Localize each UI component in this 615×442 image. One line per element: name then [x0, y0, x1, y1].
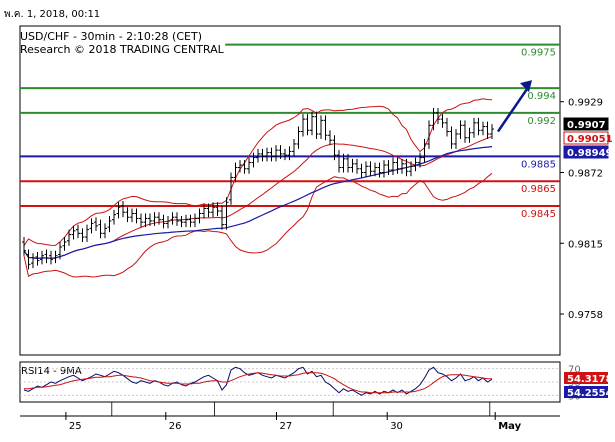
rsi-value-label: 54.3178 [567, 374, 613, 385]
y-tick-label: 0.9758 [568, 310, 603, 321]
header-timestamp: พ.ค. 1, 2018, 00:11 [4, 9, 101, 20]
x-tick-label: 30 [390, 421, 403, 432]
bollinger-lower-line [23, 172, 493, 278]
y-tick-label: 0.9815 [568, 239, 603, 250]
rsi-value-box [564, 372, 608, 384]
chart-title: USD/CHF - 30min - 2:10:28 (CET) [20, 30, 202, 43]
level-label: 0.9975 [521, 48, 556, 59]
rsi-line [23, 366, 493, 396]
level-label: 0.994 [527, 91, 556, 102]
projection-arrow-head [520, 80, 532, 93]
rsi-label: RSI14 - 9MA [21, 366, 82, 377]
price-box [563, 145, 609, 159]
level-label: 0.992 [527, 116, 556, 127]
rsi-value-label: 54.2554 [567, 388, 613, 399]
rsi-value-box [564, 386, 608, 398]
x-tick-label: 25 [69, 421, 82, 432]
main-plot-frame [19, 25, 561, 356]
bollinger-upper-line [23, 98, 493, 246]
level-label: 0.9845 [521, 209, 556, 220]
projection-arrow-shaft [496, 85, 531, 133]
price-box-label: 0.98949 [567, 148, 613, 159]
rsi-guide-label: 70 [568, 365, 581, 376]
x-tick-label: 26 [169, 421, 182, 432]
moving-average-line [23, 146, 493, 260]
price-box-label: 0.99051 [567, 134, 613, 145]
price-box [563, 117, 609, 131]
y-tick-label: 0.9872 [568, 168, 603, 179]
x-tick-label: 27 [280, 421, 293, 432]
chart-subtitle: Research © 2018 TRADING CENTRAL [20, 43, 224, 56]
price-box [563, 131, 609, 145]
level-label: 0.9885 [521, 159, 556, 170]
level-label: 0.9865 [521, 184, 556, 195]
y-tick-label: 0.9929 [568, 98, 603, 109]
x-tick-label: May [498, 421, 521, 432]
rsi-ma-line [24, 372, 492, 394]
price-box-label: 0.9907 [567, 120, 606, 131]
